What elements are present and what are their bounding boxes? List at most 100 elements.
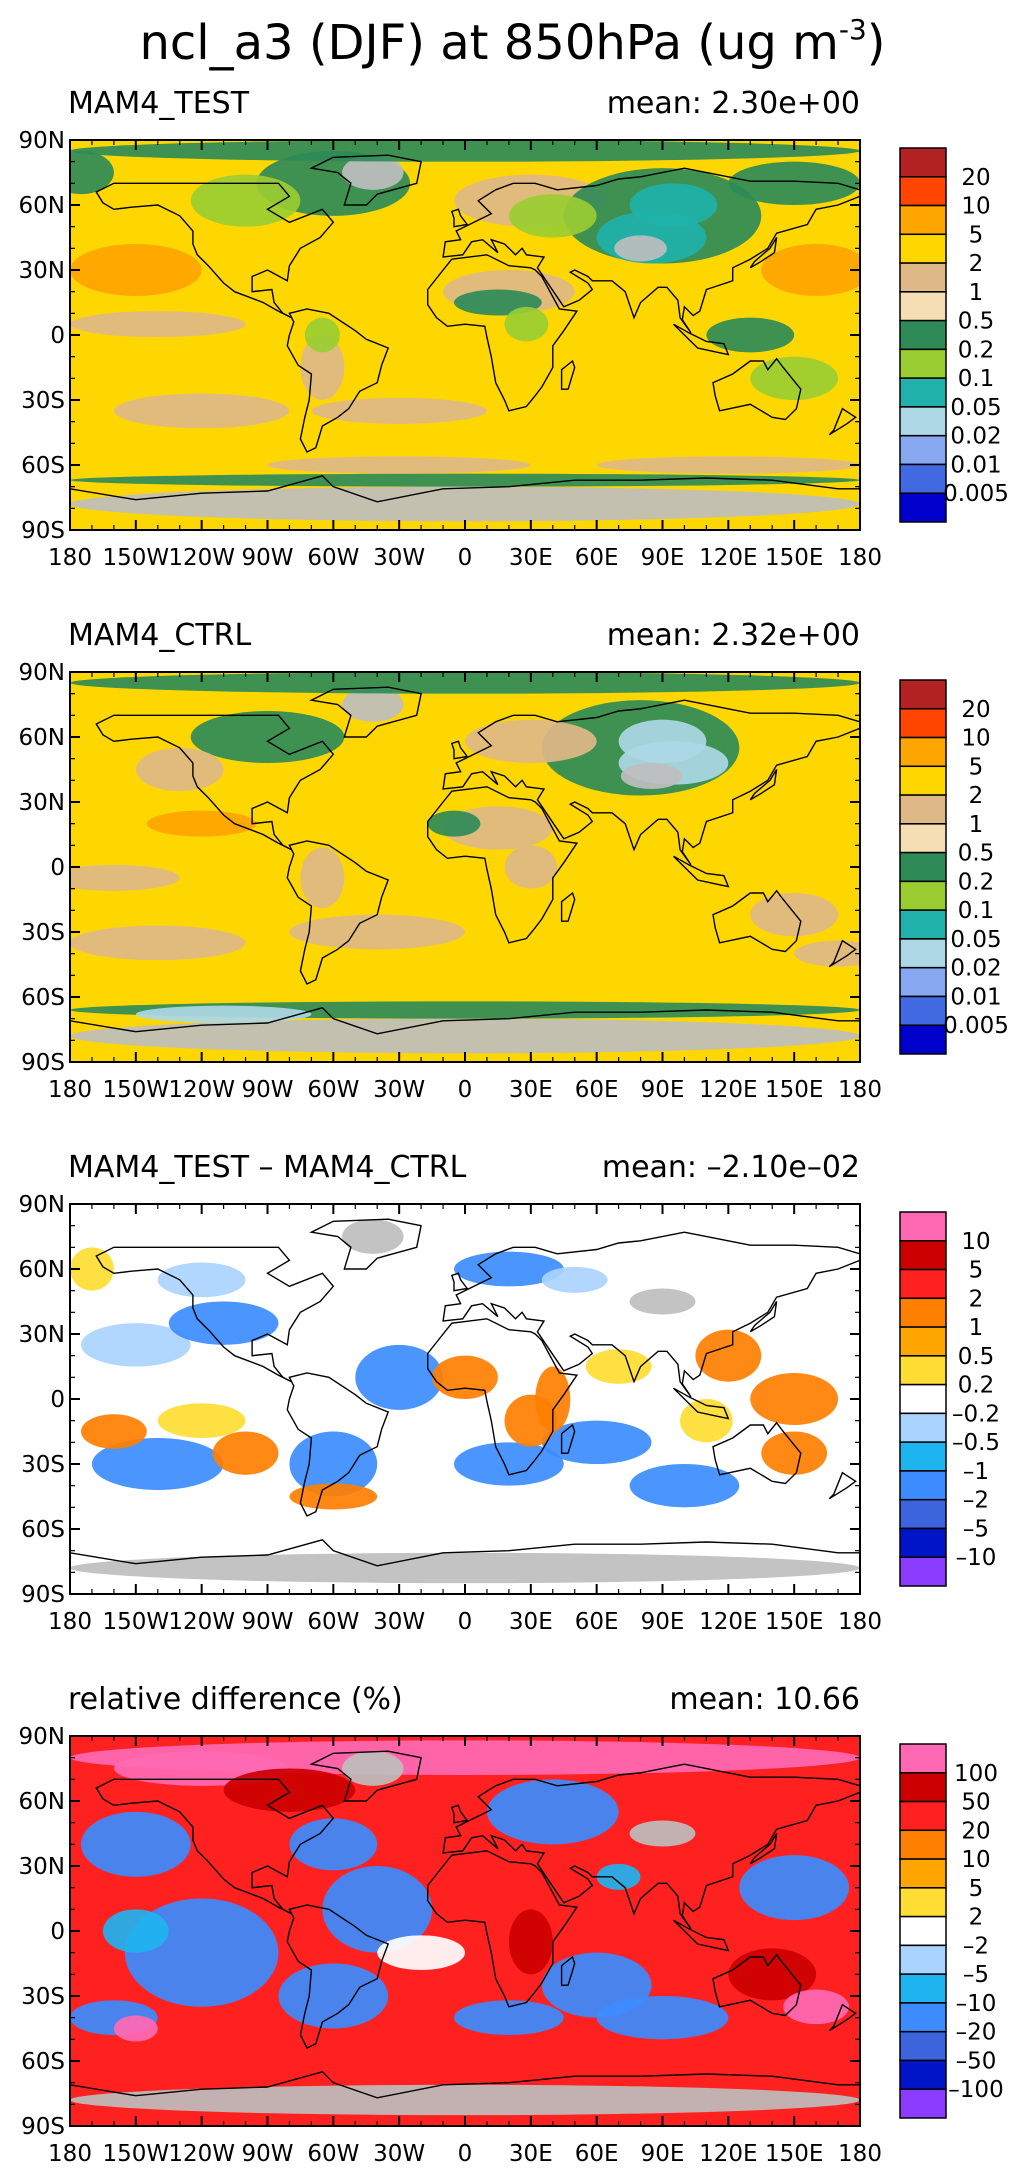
coastline (286, 1904, 390, 2049)
legend-label: 5 (969, 222, 984, 248)
legend-swatch (899, 1470, 947, 1501)
legend-swatch (899, 1240, 947, 1271)
field-region (454, 1251, 564, 1287)
coastline (70, 1007, 860, 1062)
legend-label: –10 (956, 1545, 997, 1571)
coastline (70, 1539, 860, 1594)
y-tick-label: 30N (19, 258, 65, 284)
x-tick-label: 0 (458, 2141, 473, 2167)
panel-mean: mean: 2.30e+00 (606, 86, 860, 121)
x-tick-label: 30W (373, 2141, 425, 2167)
x-tick-label: 90W (241, 1609, 293, 1635)
legend-swatch (899, 1024, 947, 1055)
x-tick-label: 150E (765, 545, 823, 571)
field-region (70, 2084, 860, 2116)
y-tick-label: 60S (21, 453, 65, 479)
legend: 10 52 1 0.5 0.2–0.2 –0.5 –1 –2–5 –10 (899, 1211, 1000, 1587)
field-region (311, 397, 487, 424)
y-tick-label: 90N (19, 660, 65, 686)
y-tick-label: 60N (19, 1789, 65, 1815)
legend-label: –5 (963, 1516, 989, 1542)
field-region (342, 155, 404, 190)
legend-swatch (899, 736, 947, 768)
legend-swatch (899, 176, 947, 207)
x-tick-label: 30E (509, 1609, 553, 1635)
field-region (212, 1431, 279, 1475)
field-region (70, 486, 860, 522)
coastline (673, 855, 730, 888)
y-tick-label: 60N (19, 1257, 65, 1283)
x-tick-label: 60W (307, 1077, 359, 1103)
coastline (70, 475, 860, 530)
legend-label: 10 (961, 194, 990, 220)
coastline (673, 1919, 730, 1952)
x-tick-label: 120E (699, 1609, 757, 1635)
legend-swatch (899, 204, 947, 236)
x-tick-label: 60W (307, 545, 359, 571)
legend-swatch (899, 851, 947, 883)
field-region (596, 456, 860, 474)
y-tick-label: 60N (19, 193, 65, 219)
x-tick-label: 30E (509, 2141, 553, 2167)
field-region (80, 1811, 191, 1877)
legend-swatch (899, 679, 947, 710)
legend-label: –1 (963, 1459, 989, 1485)
field-region (629, 1288, 696, 1315)
x-tick-label: 180 (838, 2141, 882, 2167)
x-tick-label: 30E (509, 545, 553, 571)
coastline (442, 1231, 860, 1398)
legend-swatch (899, 2002, 947, 2033)
x-tick-label: 90E (641, 1077, 685, 1103)
coastline (309, 154, 422, 206)
coastline (442, 1763, 860, 1930)
field-region (135, 747, 224, 792)
field-region (432, 1355, 498, 1400)
legend-label: 5 (969, 754, 984, 780)
x-tick-label: 150E (765, 1609, 823, 1635)
legend-label: 1 (969, 1315, 984, 1341)
coastline (828, 2003, 857, 2032)
field-contours (70, 672, 860, 1054)
field-contours (70, 1219, 860, 1584)
x-tick-label: 60W (307, 1609, 359, 1635)
map-panel-1: 180 150W 120W 90W 60W 30W 0 30E 60E 90E 120E 150E 18… (19, 128, 1009, 571)
coastline (442, 167, 860, 334)
field-region (629, 1820, 696, 1847)
field-region (541, 1420, 652, 1465)
legend-swatch (899, 291, 947, 322)
x-tick-label: 90E (641, 545, 685, 571)
legend-swatch (899, 823, 947, 854)
legend-swatch (899, 434, 947, 466)
legend-swatch (899, 377, 947, 408)
legend-swatch (899, 1915, 947, 1947)
coastline (70, 2071, 860, 2126)
y-tick-label: 90S (21, 518, 65, 544)
legend-label: –100 (948, 2077, 1003, 2103)
coastline (560, 1423, 576, 1454)
legend-label: 0.05 (950, 927, 1001, 953)
field-region (342, 687, 404, 722)
coastline (286, 308, 390, 453)
legend-swatch (899, 492, 947, 523)
panel-mean: mean: 10.66 (669, 1682, 860, 1717)
legend-label: –50 (956, 2048, 997, 2074)
field-region (342, 1219, 404, 1254)
field-region (454, 2000, 564, 2035)
legend-swatch (899, 966, 947, 998)
coastline (450, 1272, 469, 1292)
coastline (749, 1301, 778, 1333)
x-tick-label: 60E (575, 545, 619, 571)
legend-label: 5 (969, 1876, 984, 1902)
field-region (278, 1963, 389, 2029)
y-tick-label: 60N (19, 725, 65, 751)
field-region (377, 1935, 465, 1970)
x-tick-label: 120E (699, 2141, 757, 2167)
coastline (309, 1218, 422, 1270)
field-region (70, 1552, 860, 1584)
coastline (673, 323, 730, 356)
field-region (508, 1909, 553, 1975)
map-panel-4: 180 150W 120W 90W 60W 30W 0 30E 60E 90E 120E 150E 18… (19, 1724, 1004, 2167)
field-region (267, 456, 531, 474)
field-region (113, 393, 290, 429)
